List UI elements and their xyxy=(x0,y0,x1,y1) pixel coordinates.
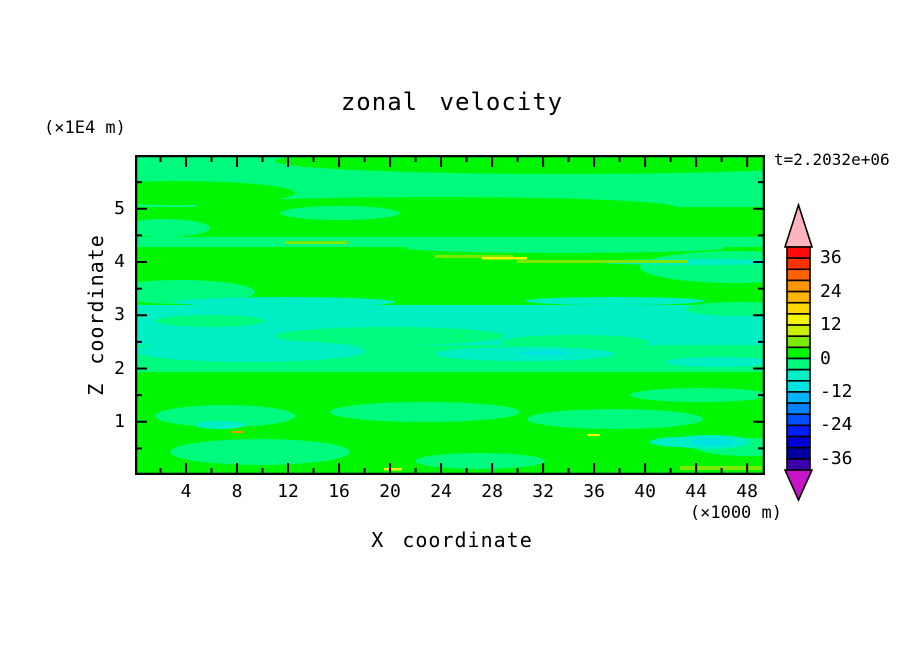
y-tick-label: 2 xyxy=(114,357,125,379)
colorbar-segment xyxy=(786,268,811,282)
contour-region xyxy=(195,421,245,429)
colorbar-label: 0 xyxy=(820,347,831,369)
colorbar-over-arrow xyxy=(783,202,814,248)
x-tick-label: 4 xyxy=(180,481,192,502)
colorbar-segment xyxy=(786,301,811,315)
x-tick-label: 8 xyxy=(231,481,243,502)
contour-region xyxy=(415,453,545,469)
colorbar-segment xyxy=(786,380,811,393)
contour-region xyxy=(630,388,765,402)
contour-region xyxy=(685,302,765,316)
colorbar-label: 36 xyxy=(820,247,842,269)
contour-region xyxy=(155,315,265,327)
contour-region xyxy=(525,297,705,305)
colorbar-segment xyxy=(786,402,811,416)
contour-region xyxy=(135,181,295,205)
contour-region xyxy=(330,402,520,422)
colorbar-segment xyxy=(786,391,811,404)
contour-region xyxy=(587,434,600,436)
x-tick-label: 40 xyxy=(634,481,656,502)
colorbar-segment xyxy=(786,435,811,449)
contour-field xyxy=(135,155,765,475)
x-tick-label: 20 xyxy=(379,481,401,502)
contour-region xyxy=(170,439,350,465)
contour-region xyxy=(517,260,687,263)
colorbar-segment xyxy=(786,335,811,349)
plot-border xyxy=(135,155,765,475)
contour-region xyxy=(500,335,650,349)
x-tick-label: 32 xyxy=(532,481,554,502)
y-tick-label: 5 xyxy=(114,197,125,219)
colorbar xyxy=(783,202,904,513)
contour-region xyxy=(275,327,505,345)
colorbar-segment xyxy=(786,413,811,427)
contour-region xyxy=(435,255,513,258)
colorbar-segment xyxy=(786,313,811,326)
colorbar-label: 24 xyxy=(820,280,842,302)
x-tick-label: 48 xyxy=(736,481,758,502)
contour-region xyxy=(518,350,568,356)
x-axis-title: X coordinate xyxy=(371,528,533,552)
contour-region xyxy=(275,155,765,174)
contour-region xyxy=(405,243,725,253)
colorbar-segment xyxy=(786,246,811,259)
contour-region xyxy=(195,197,675,217)
contour-region xyxy=(285,241,347,244)
x-tick-label: 12 xyxy=(277,481,299,502)
colorbar-segment xyxy=(786,324,811,338)
y-tick-label: 1 xyxy=(114,410,125,432)
colorbar-label: 12 xyxy=(820,314,842,336)
colorbar-segment xyxy=(786,446,811,460)
contour-region xyxy=(691,438,735,446)
colorbar-segment xyxy=(786,424,811,438)
colorbar-label: -24 xyxy=(820,414,853,436)
colorbar-segment xyxy=(786,279,811,293)
colorbar-segment xyxy=(786,346,811,360)
y-axis-unit: (×1E4 m) xyxy=(44,118,126,138)
colorbar-segment xyxy=(786,368,811,382)
contour-region xyxy=(155,405,295,427)
plot-area xyxy=(135,155,765,475)
contour-region xyxy=(280,206,400,220)
contour-region xyxy=(482,257,527,260)
chart-title: zonal velocity xyxy=(340,88,564,116)
colorbar-graphic xyxy=(783,202,814,502)
contour-region xyxy=(384,468,402,471)
contour-region xyxy=(135,219,210,237)
x-tick-label: 28 xyxy=(481,481,503,502)
colorbar-segment xyxy=(786,290,811,304)
colorbar-label: -12 xyxy=(820,380,853,402)
colorbar-label: -36 xyxy=(820,447,853,469)
contour-region xyxy=(135,340,365,362)
x-tick-label: 24 xyxy=(430,481,452,502)
contour-region xyxy=(640,251,765,283)
timestamp-label: t=2.2032e+06 xyxy=(774,150,890,169)
colorbar-segment xyxy=(786,257,811,271)
colorbar-under-arrow xyxy=(783,469,814,502)
contour-region xyxy=(665,357,765,367)
x-tick-label: 44 xyxy=(685,481,707,502)
x-axis-unit: (×1000 m) xyxy=(689,503,782,523)
contour-region xyxy=(232,431,243,433)
y-tick-label: 3 xyxy=(114,304,125,326)
contour-region xyxy=(175,297,395,307)
x-tick-label: 36 xyxy=(583,481,605,502)
contour-region xyxy=(527,409,703,429)
colorbar-segment xyxy=(786,458,811,471)
colorbar-segment xyxy=(786,357,811,371)
y-tick-label: 4 xyxy=(114,251,125,273)
x-tick-label: 16 xyxy=(328,481,350,502)
